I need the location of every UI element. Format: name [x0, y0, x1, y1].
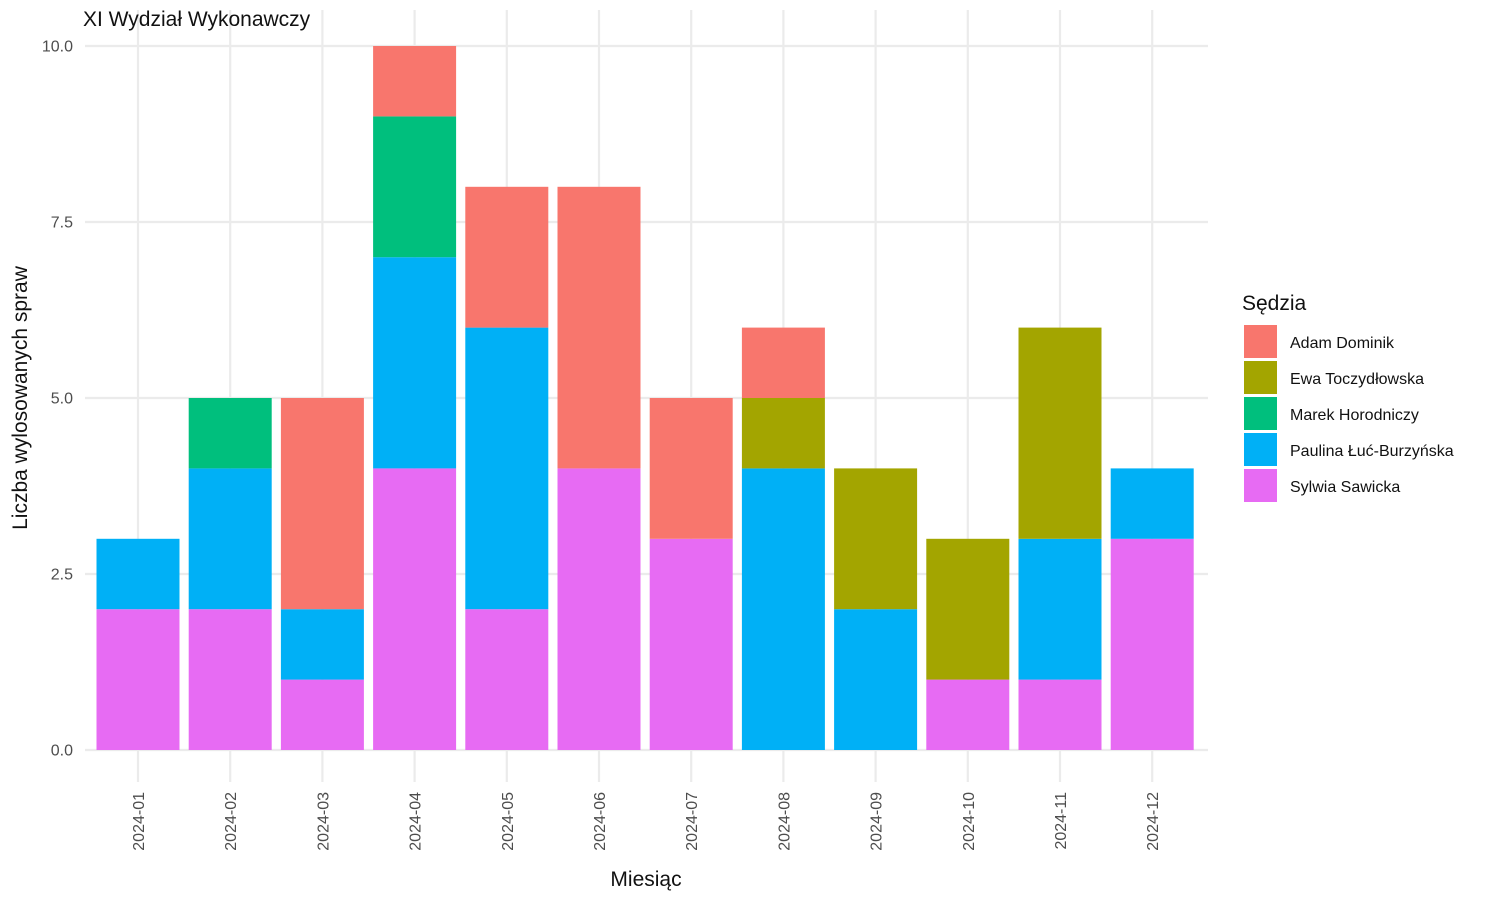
bar-segment [741, 398, 825, 469]
bar-segment [373, 116, 457, 258]
chart-title: XI Wydział Wykonawczy [83, 8, 311, 31]
legend-title: Sędzia [1242, 292, 1307, 315]
bar-segment [465, 186, 549, 328]
y-tick-label: 5.0 [51, 391, 73, 408]
bar-segment [188, 398, 272, 469]
bar-segment [373, 257, 457, 469]
bar-segment [649, 398, 733, 539]
bar-segment [373, 46, 457, 117]
legend-items: Adam Dominik Ewa Toczydłowska Marek Horodn… [1244, 325, 1454, 502]
bar-segment [188, 609, 272, 750]
x-tick-label: 2024-06 [592, 792, 609, 851]
x-tick-label: 2024-02 [223, 792, 240, 851]
bar-segment [834, 468, 918, 610]
bar-segment [465, 609, 549, 750]
x-tick-label: 2024-08 [776, 792, 793, 851]
legend-label: Paulina Łuć-Burzyńska [1290, 443, 1454, 460]
y-tick-label: 10.0 [42, 39, 73, 56]
x-axis-title: Miesiąc [610, 868, 681, 891]
y-tick-label: 7.5 [51, 215, 73, 232]
y-tick-labels: 0.0 2.5 5.0 7.5 10.0 [42, 39, 73, 760]
bar-segment [557, 186, 641, 469]
bar-segment [741, 327, 825, 398]
legend-label: Marek Horodniczy [1290, 407, 1419, 424]
x-tick-label: 2024-04 [408, 792, 425, 851]
bar-segment [1018, 327, 1102, 539]
bars [96, 46, 1194, 750]
x-tick-label: 2024-01 [131, 792, 148, 851]
x-tick-labels: 2024-01 2024-02 2024-03 2024-04 2024-05 2024-… [131, 792, 1162, 851]
legend-label: Adam Dominik [1290, 335, 1395, 352]
bar-segment [280, 679, 364, 750]
bar-segment [96, 609, 180, 750]
y-tick-label: 2.5 [51, 567, 73, 584]
bar-segment [926, 538, 1010, 680]
legend-swatch [1244, 469, 1277, 502]
legend-swatch [1244, 325, 1277, 358]
x-tick-label: 2024-07 [684, 792, 701, 851]
bar-segment [926, 679, 1010, 750]
x-tick-label: 2024-03 [315, 792, 332, 851]
y-axis-title: Liczba wylosowanych spraw [9, 265, 32, 530]
x-tick-label: 2024-12 [1145, 792, 1162, 851]
bar-segment [188, 468, 272, 610]
legend-label: Ewa Toczydłowska [1290, 371, 1424, 388]
bar-segment [557, 468, 641, 750]
x-tick-label: 2024-11 [1053, 792, 1070, 850]
x-tick-label: 2024-05 [500, 792, 517, 851]
bar-segment [1018, 538, 1102, 680]
legend-swatch [1244, 397, 1277, 430]
y-tick-label: 0.0 [51, 743, 73, 760]
bar-segment [741, 468, 825, 750]
legend: Sędzia Adam Dominik Ewa Toczydłowska Marek… [1242, 292, 1454, 502]
legend-swatch [1244, 361, 1277, 394]
x-tick-label: 2024-10 [961, 792, 978, 851]
bar-segment [465, 327, 549, 610]
x-tick-label: 2024-09 [869, 792, 886, 851]
bar-segment [1110, 468, 1194, 539]
bar-segment [96, 538, 180, 610]
bar-segment [834, 609, 918, 750]
legend-swatch [1244, 433, 1277, 466]
legend-label: Sylwia Sawicka [1290, 479, 1400, 496]
bar-segment [1018, 679, 1102, 750]
bar-segment [1110, 538, 1194, 750]
bar-segment [373, 468, 457, 750]
bar-segment [649, 538, 733, 750]
bar-segment [280, 609, 364, 680]
bar-segment [280, 398, 364, 610]
